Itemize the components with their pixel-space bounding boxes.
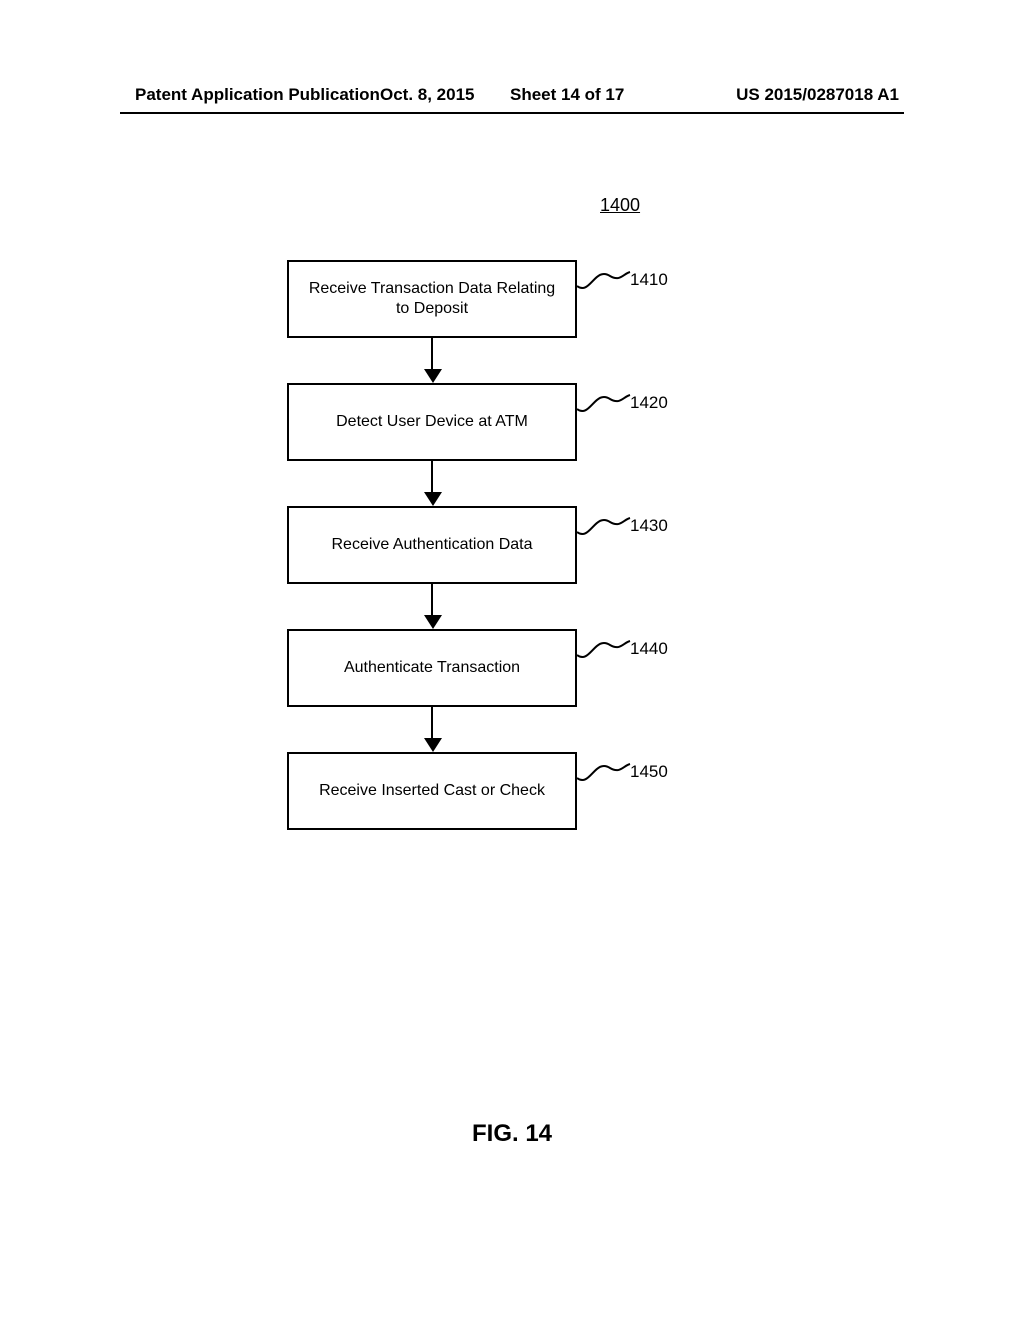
flowchart-arrow-line-3 <box>431 707 433 738</box>
flowchart-box-1420: Detect User Device at ATM <box>287 383 577 461</box>
sheet-number: Sheet 14 of 17 <box>510 85 624 105</box>
ref-connector-1410 <box>575 268 635 298</box>
publication-label: Patent Application Publication <box>135 85 380 105</box>
ref-connector-1440 <box>575 637 635 667</box>
flowchart-ref-1440: 1440 <box>630 639 668 659</box>
flowchart-arrow-line-2 <box>431 584 433 615</box>
flowchart-box-1450: Receive Inserted Cast or Check <box>287 752 577 830</box>
flowchart-box-1440: Authenticate Transaction <box>287 629 577 707</box>
figure-reference-number: 1400 <box>600 195 640 216</box>
flowchart-box-1410: Receive Transaction Data Relating to Dep… <box>287 260 577 338</box>
page-header: Patent Application Publication Oct. 8, 2… <box>0 85 1024 105</box>
flowchart-arrow-head-3 <box>424 738 442 752</box>
figure-title: FIG. 14 <box>0 1120 1024 1148</box>
flowchart-arrow-line-0 <box>431 338 433 369</box>
flowchart-ref-1410: 1410 <box>630 270 668 290</box>
flowchart-box-1430: Receive Authentication Data <box>287 506 577 584</box>
application-number: US 2015/0287018 A1 <box>736 85 899 105</box>
flowchart-arrow-head-1 <box>424 492 442 506</box>
flowchart-arrow-head-2 <box>424 615 442 629</box>
flowchart-arrow-line-1 <box>431 461 433 492</box>
flowchart-ref-1420: 1420 <box>630 393 668 413</box>
ref-connector-1420 <box>575 391 635 421</box>
header-underline <box>120 112 904 114</box>
ref-connector-1430 <box>575 514 635 544</box>
flowchart-ref-1430: 1430 <box>630 516 668 536</box>
flowchart-ref-1450: 1450 <box>630 762 668 782</box>
ref-connector-1450 <box>575 760 635 790</box>
publication-date: Oct. 8, 2015 <box>380 85 475 105</box>
flowchart-arrow-head-0 <box>424 369 442 383</box>
